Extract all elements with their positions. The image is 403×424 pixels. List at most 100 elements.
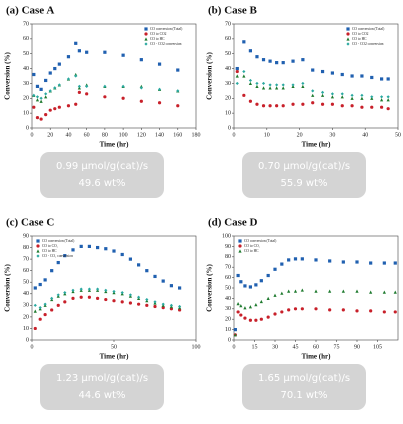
marker bbox=[330, 92, 334, 96]
marker bbox=[145, 303, 149, 307]
marker bbox=[176, 68, 180, 72]
marker bbox=[293, 289, 298, 293]
marker bbox=[261, 104, 266, 108]
marker bbox=[35, 84, 40, 88]
y-tick-label: 60 bbox=[225, 36, 231, 42]
marker bbox=[340, 72, 344, 77]
marker bbox=[38, 282, 42, 287]
marker bbox=[287, 258, 291, 262]
x-tick-label: 30 bbox=[329, 132, 335, 138]
x-tick-label: 60 bbox=[84, 132, 90, 138]
marker bbox=[340, 104, 344, 108]
marker bbox=[103, 95, 107, 99]
marker bbox=[44, 95, 48, 99]
marker bbox=[291, 59, 295, 63]
marker bbox=[254, 283, 258, 287]
x-tick-label: 0 bbox=[31, 132, 34, 138]
marker bbox=[35, 98, 40, 102]
x-tick-label: 20 bbox=[47, 132, 53, 138]
y-axis-label: Conversion (%) bbox=[4, 52, 12, 100]
chart-title: (d) Case D bbox=[208, 217, 258, 229]
marker bbox=[287, 289, 291, 293]
marker bbox=[311, 89, 315, 93]
annotation: 1.65 μmol/g(cat)/s bbox=[258, 373, 350, 384]
x-tick-label: 180 bbox=[192, 132, 201, 138]
annotation: 1.23 μmol/g(cat)/s bbox=[56, 373, 148, 384]
marker bbox=[273, 293, 277, 297]
y-tick-label: 0 bbox=[26, 125, 29, 131]
legend-label: CO to CO₂ bbox=[244, 244, 261, 248]
x-tick-label: 120 bbox=[137, 132, 146, 138]
marker bbox=[74, 41, 78, 45]
marker bbox=[236, 310, 240, 314]
marker bbox=[380, 95, 384, 99]
marker bbox=[85, 92, 89, 96]
marker bbox=[248, 78, 252, 83]
marker bbox=[56, 260, 60, 265]
marker bbox=[87, 244, 91, 248]
x-axis-label: Time (hr) bbox=[302, 141, 332, 149]
marker bbox=[77, 90, 81, 94]
marker bbox=[320, 93, 325, 97]
marker bbox=[53, 86, 57, 90]
marker bbox=[236, 273, 240, 278]
marker bbox=[242, 69, 246, 74]
y-tick-label: 40 bbox=[23, 291, 29, 297]
marker bbox=[355, 289, 359, 293]
marker bbox=[273, 312, 277, 316]
marker bbox=[233, 333, 237, 337]
marker bbox=[291, 102, 295, 106]
marker bbox=[50, 308, 54, 312]
marker bbox=[275, 61, 279, 65]
marker bbox=[63, 254, 67, 258]
marker bbox=[39, 117, 43, 121]
marker bbox=[300, 288, 304, 292]
y-axis-label: Conversion (%) bbox=[4, 264, 12, 312]
marker bbox=[176, 89, 180, 93]
marker bbox=[161, 279, 165, 283]
marker bbox=[161, 302, 165, 306]
marker bbox=[280, 310, 284, 314]
marker bbox=[85, 50, 89, 54]
marker bbox=[74, 74, 78, 78]
marker bbox=[36, 239, 40, 243]
marker bbox=[346, 32, 350, 36]
marker bbox=[239, 304, 243, 308]
marker bbox=[248, 49, 252, 53]
marker bbox=[144, 27, 148, 31]
y-tick-label: 20 bbox=[225, 317, 231, 323]
marker bbox=[145, 297, 149, 302]
marker bbox=[261, 81, 266, 86]
x-tick-label: 50 bbox=[395, 132, 401, 138]
legend-label: CO to HC bbox=[150, 37, 165, 41]
marker bbox=[77, 49, 81, 53]
marker bbox=[382, 310, 386, 314]
annotation: 49.6 wt% bbox=[78, 178, 125, 189]
chart-title: (b) Case B bbox=[208, 5, 258, 17]
marker bbox=[239, 280, 243, 284]
marker bbox=[48, 89, 52, 93]
x-tick-label: 30 bbox=[272, 344, 278, 350]
marker bbox=[79, 244, 83, 248]
marker bbox=[268, 59, 272, 63]
x-tick-label: 105 bbox=[373, 344, 382, 350]
marker bbox=[287, 308, 291, 312]
marker bbox=[259, 317, 263, 321]
marker bbox=[103, 50, 107, 54]
marker bbox=[311, 93, 315, 97]
marker bbox=[128, 293, 132, 297]
marker bbox=[328, 289, 332, 293]
x-tick-label: 90 bbox=[354, 344, 360, 350]
marker bbox=[33, 303, 37, 307]
y-tick-label: 0 bbox=[26, 337, 29, 343]
marker bbox=[255, 102, 259, 106]
marker bbox=[96, 287, 100, 291]
marker bbox=[112, 249, 116, 253]
marker bbox=[169, 303, 173, 307]
annotation: 70.1 wt% bbox=[280, 390, 327, 401]
marker bbox=[301, 102, 305, 106]
marker bbox=[103, 84, 107, 88]
chart-title: (a) Case A bbox=[6, 5, 54, 17]
x-tick-label: 100 bbox=[192, 344, 201, 350]
y-tick-label: 60 bbox=[23, 36, 29, 42]
